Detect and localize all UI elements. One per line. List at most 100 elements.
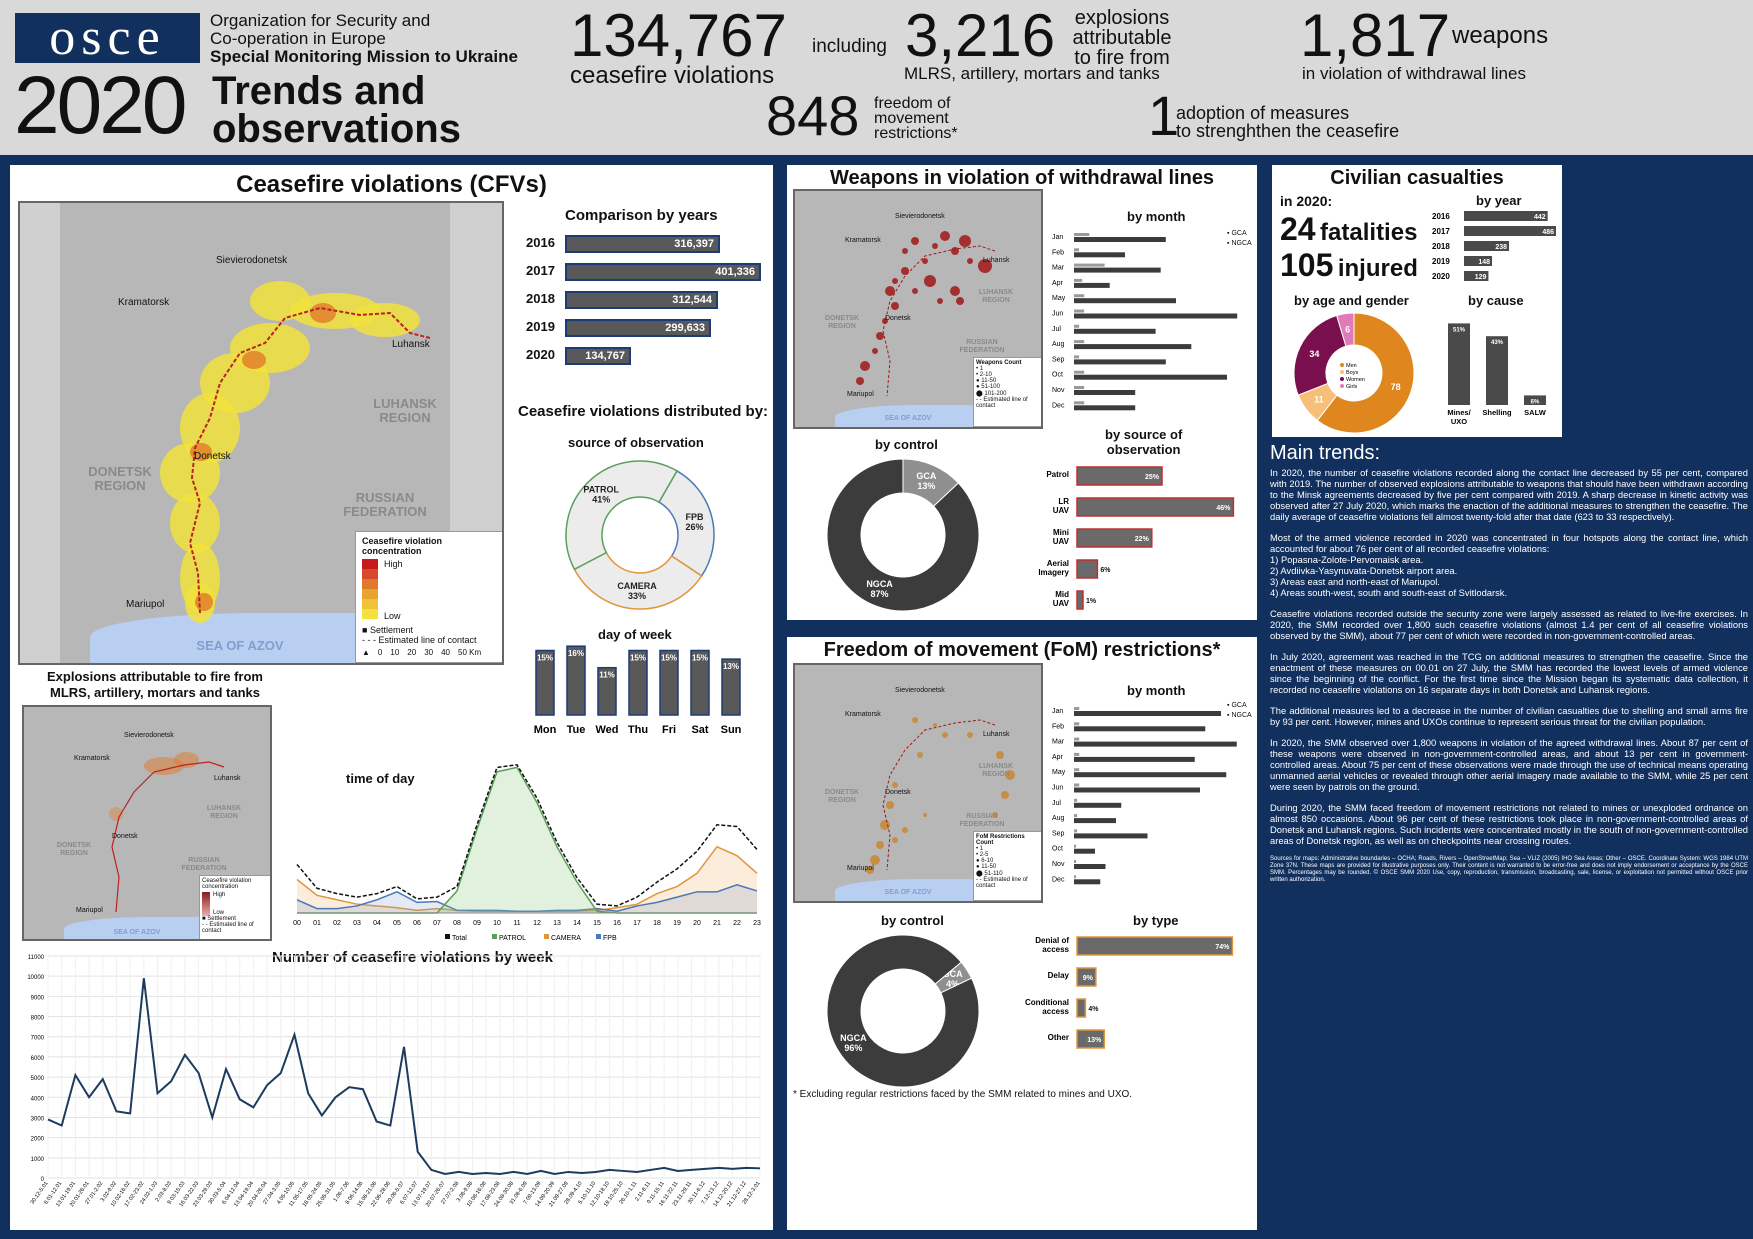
fom-title: Freedom of movement (FoM) restrictions* — [823, 639, 1221, 661]
fatalities-number: 24 — [1280, 211, 1316, 247]
month-label: Apr — [1052, 280, 1064, 287]
weapons-by-month: by month — [1127, 209, 1186, 224]
tod-tick: 10 — [493, 920, 501, 927]
small-town-3: Luhansk — [214, 775, 241, 782]
weapons-legend-ngca: ▪ NGCA — [1227, 240, 1252, 247]
category-bar — [1076, 936, 1234, 956]
small-donetsk: DONETSK REGION — [56, 842, 92, 857]
month-label: Nov — [1052, 861, 1065, 868]
fom-legend-ngca: ▪ NGCA — [1227, 712, 1252, 719]
weapon-dot — [932, 243, 938, 249]
month-label: Oct — [1052, 846, 1063, 853]
weapons-russia: RUSSIAN FEDERATION — [959, 339, 1005, 354]
tod-tick: 07 — [433, 920, 441, 927]
trend-p3: Ceasefire violations recorded outside th… — [1270, 608, 1748, 641]
tod-legend-swatch — [596, 934, 601, 939]
sea-label: SEA OF AZOV — [196, 638, 284, 653]
stat-explosions-number: 3,216 — [905, 2, 1056, 69]
fom-town-3: Luhansk — [983, 731, 1010, 738]
stat-cfv-text: ceasefire violations — [570, 62, 775, 89]
cas-year-bar — [1464, 271, 1489, 281]
stat-cfv-number: 134,767 — [570, 2, 787, 69]
dow-bar — [597, 666, 617, 716]
category-label: Mid — [1055, 590, 1069, 599]
town-mariupol: Mariupol — [126, 599, 165, 610]
tod-tick: 14 — [573, 920, 581, 927]
month-bar-gca — [1074, 248, 1080, 252]
explosions-title-2: MLRS, artillery, mortars and tanks — [50, 685, 260, 700]
weekly-ytick: 7000 — [31, 1036, 45, 1042]
cas-year-value: 129 — [1475, 274, 1487, 281]
fom-month-chart: Jan Feb Mar Apr May Jun Jul Aug Sep Oct Nov Dec — [1052, 707, 1237, 885]
year-label: 2020 — [526, 347, 555, 362]
weapon-dot — [885, 286, 895, 296]
month-label: Jun — [1052, 785, 1063, 792]
weapon-dot — [911, 237, 919, 245]
tod-tick: 04 — [373, 920, 381, 927]
donut-label: GCA — [943, 969, 964, 979]
cause-bar — [1486, 336, 1508, 405]
stat-fom-text3: restrictions* — [874, 125, 958, 142]
casualties-by-cause: by cause — [1468, 293, 1524, 308]
category-bar — [1076, 497, 1235, 517]
month-bar-gca — [1074, 875, 1077, 879]
donut-label: 4% — [946, 979, 959, 989]
month-bar-gca — [1074, 386, 1085, 389]
weapons-by-control: by control — [875, 437, 938, 452]
explosions-title-1: Explosions attributable to fire from — [47, 669, 263, 684]
donut-label: 11 — [1314, 394, 1324, 404]
category-label: Imagery — [1038, 568, 1069, 577]
category-value: 46% — [1216, 505, 1231, 512]
donut-label: FPB — [686, 512, 705, 522]
stat-including: including — [812, 36, 887, 57]
stat-explosions-text3: to fire from — [1074, 47, 1170, 69]
month-label: Mar — [1052, 739, 1065, 746]
weapons-legend-gca: ▪ GCA — [1227, 230, 1247, 237]
weapon-dot — [956, 297, 964, 305]
month-bar-ngca — [1074, 741, 1237, 747]
tod-tick: 02 — [333, 920, 341, 927]
source-title: source of observation — [568, 435, 704, 450]
category-label: Other — [1048, 1033, 1069, 1042]
russia-label: RUSSIAN FEDERATION — [343, 490, 427, 520]
weapons-map-legend: Weapons Count • 1 • 2-10 ● 11-50 ● 51-10… — [973, 357, 1041, 427]
fom-town-2: Kramatorsk — [845, 711, 881, 718]
tod-tick: 09 — [473, 920, 481, 927]
tod-tick: 21 — [713, 920, 721, 927]
month-bar-gca — [1074, 324, 1080, 328]
weekly-ytick: 0 — [41, 1177, 45, 1183]
tod-tick: 19 — [673, 920, 681, 927]
category-value: 4% — [1088, 1006, 1099, 1013]
trend-p2: Most of the armed violence recorded in 2… — [1270, 532, 1748, 554]
month-bar-ngca — [1074, 344, 1192, 350]
weekly-ytick: 6000 — [31, 1056, 45, 1062]
weekly-ytick: 5000 — [31, 1076, 45, 1082]
month-label: Oct — [1052, 372, 1063, 379]
cause-label: Shelling — [1482, 408, 1512, 417]
tod-legend-swatch — [445, 934, 450, 939]
category-label: Conditional — [1025, 998, 1069, 1007]
injured-number: 105 — [1280, 247, 1334, 283]
tod-chart: 00 01 02 03 04 05 06 07 08 09 10 11 12 13 14 15 16 17 18 19… — [293, 763, 761, 942]
trend-p1: In 2020, the number of ceasefire violati… — [1270, 467, 1748, 522]
tod-legend-swatch — [492, 934, 497, 939]
month-bar-ngca — [1074, 833, 1148, 839]
month-label: Dec — [1052, 876, 1065, 883]
cas-year-value: 442 — [1534, 214, 1546, 221]
category-bar — [1076, 998, 1087, 1018]
month-bar-gca — [1074, 263, 1105, 267]
tod-line-total — [296, 763, 758, 907]
weapon-dot — [922, 258, 928, 264]
trend-p6: In 2020, the SMM observed over 1,800 wea… — [1270, 737, 1748, 792]
category-bar — [1076, 528, 1153, 548]
category-label: UAV — [1053, 599, 1070, 608]
fom-footnote: * Excluding regular restrictions faced b… — [793, 1089, 1133, 1100]
cas-year-value: 486 — [1542, 229, 1554, 236]
weekly-ytick: 8000 — [31, 1016, 45, 1022]
cfv-map-legend: Ceasefire violation concentration High L… — [355, 531, 502, 663]
tod-legend-swatch — [544, 934, 549, 939]
small-map-legend: Ceasefire violation concentration High Lo… — [199, 875, 270, 939]
month-label: Aug — [1052, 341, 1065, 348]
